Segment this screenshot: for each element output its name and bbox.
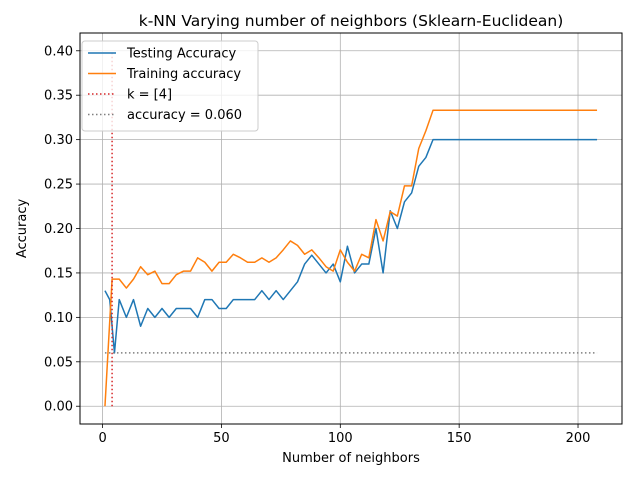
legend-label: k = [4]: [127, 88, 172, 103]
x-tick-label: 150: [447, 431, 472, 446]
series-line-testing-accuracy: [104, 138, 598, 354]
y-tick-label: 0.25: [44, 178, 73, 193]
grid: [80, 33, 622, 424]
x-tick-label: 50: [213, 431, 230, 446]
chart-title: k-NN Varying number of neighbors (Sklear…: [139, 12, 564, 30]
x-tick-label: 0: [98, 431, 106, 446]
axes: 0 50 100 150 200 0.00 0.05 0.10 0.15 0.20 0.25 0.30…: [44, 44, 590, 446]
y-tick-label: 0.30: [44, 133, 73, 148]
y-tick-label: 0.10: [44, 311, 73, 326]
y-tick-label: 0.35: [44, 89, 73, 104]
x-axis-label: Number of neighbors: [282, 451, 420, 466]
legend-box: [81, 40, 259, 132]
legend-label: Testing Accuracy: [126, 47, 236, 62]
legend: Testing Accuracy Training accuracy k = [4]…: [81, 40, 259, 132]
x-tick-label: 200: [566, 431, 591, 446]
y-tick-label: 0.00: [44, 400, 73, 415]
series-line-training-accuracy: [104, 109, 598, 407]
y-tick-label: 0.15: [44, 266, 73, 281]
legend-label: Training accuracy: [126, 67, 241, 82]
y-axis-label: Accuracy: [15, 199, 30, 259]
y-tick-label: 0.05: [44, 355, 73, 370]
x-tick-label: 100: [328, 431, 353, 446]
y-tick-label: 0.40: [44, 44, 73, 59]
y-tick-label: 0.20: [44, 222, 73, 237]
legend-label: accuracy = 0.060: [127, 108, 242, 123]
